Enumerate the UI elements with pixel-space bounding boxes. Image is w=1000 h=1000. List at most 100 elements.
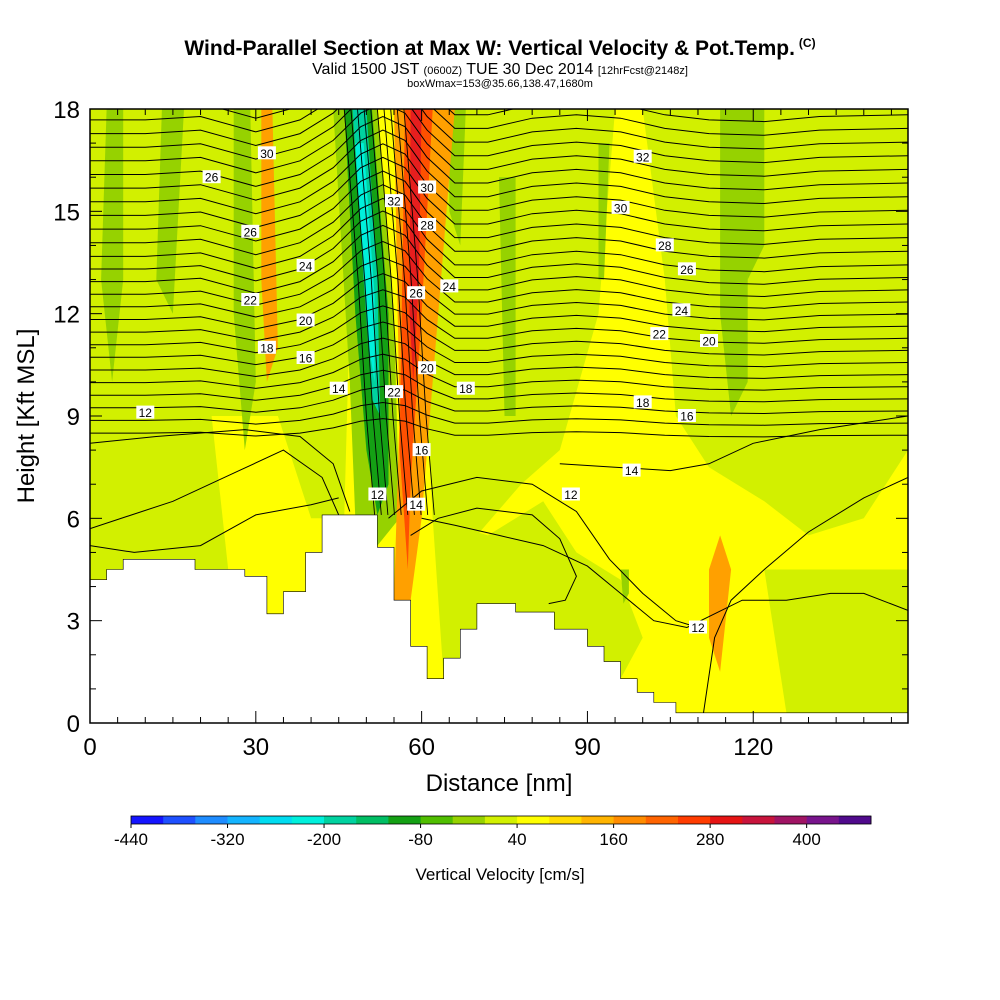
contour-label-value: 14 <box>332 382 346 396</box>
theta-contour-dense <box>343 109 376 515</box>
contour-label: 32 <box>633 149 652 164</box>
contour-label-box <box>202 170 221 184</box>
contour-label-box <box>677 409 696 422</box>
colorbar-tick-label: -200 <box>307 830 341 849</box>
contour-label-value: 20 <box>299 314 313 328</box>
colorbar-bin <box>452 816 486 824</box>
x-tick-label: 0 <box>83 734 96 761</box>
contour-label-box <box>385 385 403 399</box>
theta-contour <box>90 210 908 285</box>
y-tick-label: 18 <box>53 97 80 124</box>
contour-label-box <box>412 443 431 457</box>
y-tick-label: 0 <box>67 711 80 738</box>
contour-label: 16 <box>412 443 431 458</box>
field-light-green-west-low <box>90 416 229 580</box>
theta-contour <box>90 224 908 298</box>
contour-label-box <box>241 224 260 238</box>
theta-contour <box>90 418 908 438</box>
contour-label: 18 <box>633 395 652 410</box>
y-tick-label: 3 <box>67 609 80 636</box>
colorbar-bin <box>742 816 775 824</box>
contour-label: 14 <box>622 463 641 478</box>
contour-label: 18 <box>456 381 475 396</box>
contour-label: 16 <box>677 409 696 424</box>
field-green-blob <box>620 569 629 604</box>
contour-label-value: 26 <box>244 225 258 239</box>
theta-contour <box>90 353 908 391</box>
contour-label-value: 24 <box>299 259 313 273</box>
theta-contour-low <box>388 476 699 628</box>
valid-date: TUE 30 Dec 2014 <box>466 61 594 78</box>
theta-contour-dense <box>396 109 429 515</box>
theta-contour <box>90 109 908 136</box>
contour-label-value: 26 <box>205 171 219 185</box>
colorbar-bin <box>356 816 389 824</box>
colorbar-bin <box>388 816 421 824</box>
boxwmax-info: boxWmax=153@35.66,138.47,1680m <box>407 78 593 90</box>
colorbar-tick-label: -320 <box>211 830 245 849</box>
contour-label: 22 <box>385 385 403 400</box>
contour-label: 12 <box>689 620 707 635</box>
contour-label: 30 <box>257 146 276 161</box>
colorbar-tick-label: -80 <box>408 830 433 849</box>
theta-contour <box>90 369 908 403</box>
y-tick-label: 12 <box>53 302 80 329</box>
theta-contour-dense <box>363 109 395 515</box>
theta-contour <box>90 109 908 150</box>
contour-label-value: 20 <box>420 362 434 376</box>
colorbar-bin <box>549 816 582 824</box>
colorbar-bin <box>613 816 647 824</box>
theta-contour <box>90 143 908 218</box>
field-green-streak-3 <box>233 109 256 451</box>
theta-contour <box>90 321 908 368</box>
valid-prefix: Valid 1500 JST <box>312 61 420 78</box>
colorbar: -440 -320 -200 -80 40 160 280 400 <box>114 815 872 849</box>
contour-label: 12 <box>368 487 387 502</box>
contour-label-box <box>440 279 459 293</box>
contour-label-box <box>296 258 315 272</box>
contour-label: 26 <box>241 224 260 239</box>
contour-label-box <box>672 303 691 317</box>
contour-label-value: 22 <box>244 294 258 308</box>
colorbar-bin <box>645 816 679 824</box>
field-green-streak-4 <box>449 109 466 246</box>
contour-label-box <box>257 340 276 354</box>
contour-label-value: 22 <box>653 328 667 342</box>
theta-contour <box>90 115 908 191</box>
x-tick-label: 90 <box>574 734 601 761</box>
potential-temperature-contours <box>90 109 908 713</box>
contour-label-value: 30 <box>420 181 434 195</box>
field-green-streak-1 <box>101 109 124 382</box>
contour-label: 32 <box>385 194 403 209</box>
theta-contour-low <box>90 429 351 512</box>
theta-contour <box>90 197 908 273</box>
copyright-mark: (C) <box>798 36 816 50</box>
contour-label: 22 <box>650 327 669 342</box>
theta-contour-dense <box>403 109 435 515</box>
colorbar-bin <box>517 816 550 824</box>
theta-contour <box>90 337 908 379</box>
colorbar-frame <box>130 815 872 825</box>
theta-contour <box>90 273 908 333</box>
contour-label-box <box>407 497 426 511</box>
colorbar-tick-label: 280 <box>696 830 724 849</box>
contour-label: 20 <box>700 334 718 349</box>
colorbar-tick-label: -440 <box>114 830 148 849</box>
field-green-streak-8 <box>742 109 765 280</box>
contour-label-box <box>418 180 437 194</box>
field-updraft-core <box>409 109 422 382</box>
contour-label-box <box>677 262 696 276</box>
contour-label-box <box>296 351 315 364</box>
colorbar-bin <box>195 816 228 824</box>
contour-label: 26 <box>407 286 426 301</box>
colorbar-bin <box>227 816 261 824</box>
contour-label-box <box>561 487 580 501</box>
colorbar-bin <box>678 816 711 824</box>
contour-label-box <box>633 395 652 409</box>
contour-label-value: 26 <box>680 263 694 277</box>
contour-label-box <box>241 293 260 306</box>
theta-contour <box>90 257 908 321</box>
colorbar-bin <box>163 816 196 824</box>
theta-contour-dense <box>350 109 382 515</box>
contour-label-value: 24 <box>443 280 457 294</box>
